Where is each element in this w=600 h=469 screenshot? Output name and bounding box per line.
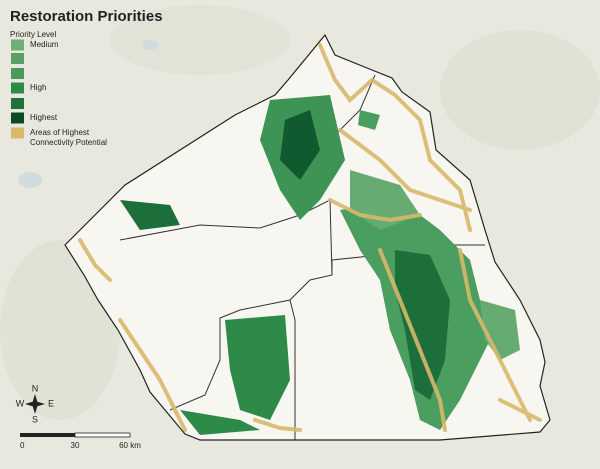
scale-label: 30 xyxy=(71,441,80,450)
legend-swatch xyxy=(11,53,24,64)
legend-swatch xyxy=(11,127,24,139)
priority-areas xyxy=(120,95,520,435)
legend-label: Areas of Highest xyxy=(30,128,90,137)
legend-title: Priority Level xyxy=(10,30,56,39)
compass-label: W xyxy=(16,398,25,408)
legend-swatch xyxy=(11,98,24,109)
map-title: Restoration Priorities xyxy=(10,8,163,25)
compass-label: N xyxy=(32,383,39,393)
scale-label: 0 xyxy=(20,441,25,450)
compass-label: S xyxy=(32,414,38,424)
connectivity-corridors xyxy=(78,43,542,432)
compass-label: E xyxy=(48,398,54,408)
legend-label: Medium xyxy=(30,40,59,49)
scale-bar: 0 30 60 km xyxy=(20,432,141,450)
legend-swatch xyxy=(11,82,24,94)
legend-label: High xyxy=(30,83,46,92)
legend: Priority Level Medium High Highest Areas of… xyxy=(10,30,107,147)
legend-swatch xyxy=(11,68,24,79)
legend-label: Connectivity Potential xyxy=(30,138,107,147)
legend-label: Highest xyxy=(30,113,58,122)
legend-swatch xyxy=(11,39,24,51)
compass: N SW E xyxy=(16,383,54,424)
legend-swatch xyxy=(11,112,24,124)
scale-label: 60 km xyxy=(119,441,141,450)
